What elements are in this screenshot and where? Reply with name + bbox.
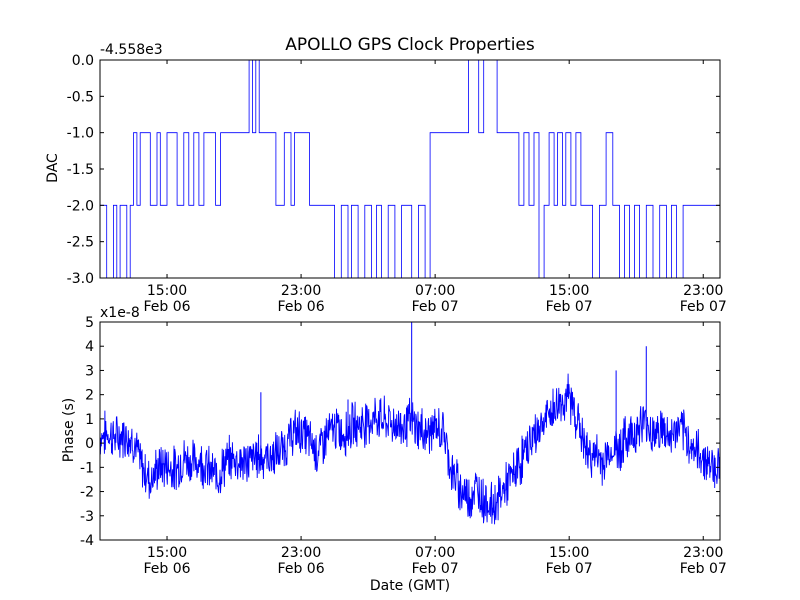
dac-offset-label: -4.558e3 xyxy=(100,42,163,58)
dac-ytick-label: 0.0 xyxy=(72,53,94,69)
phase-xtick-time-label: 23:00 xyxy=(281,545,321,561)
phase-xtick-time-label: 07:00 xyxy=(415,545,455,561)
dac-series xyxy=(100,60,720,278)
dac-line xyxy=(100,60,720,278)
dac-xtick-time-label: 07:00 xyxy=(415,283,455,299)
phase-ytick-label: 5 xyxy=(85,315,94,331)
dac-xtick-time-label: 23:00 xyxy=(281,283,321,299)
dac-ytick-label: -3.0 xyxy=(67,271,94,287)
phase-ytick-label: 2 xyxy=(85,388,94,404)
phase-line xyxy=(100,373,720,525)
dac-xtick-time-label: 23:00 xyxy=(683,283,723,299)
dac-panel: -4.558e3 DAC 0.0 -0.5 -1.0 -1.5 -2.0 -2.5 -3.0… xyxy=(45,42,727,315)
dac-xtick-date-label: Feb 06 xyxy=(278,299,325,315)
dac-xtick-date-label: Feb 07 xyxy=(412,299,459,315)
dac-xtick-date-label: Feb 07 xyxy=(546,299,593,315)
phase-ytick-label: 1 xyxy=(85,412,94,428)
dac-xtick-date-label: Feb 07 xyxy=(680,299,727,315)
dac-ytick-label: -2.0 xyxy=(67,198,94,214)
phase-xtick-date-label: Feb 07 xyxy=(546,561,593,577)
phase-ytick-label: -1 xyxy=(80,460,94,476)
phase-ytick-label: -4 xyxy=(80,533,94,549)
phase-x-axis-label: Date (GMT) xyxy=(370,578,450,594)
phase-xtick-time-label: 15:00 xyxy=(147,545,187,561)
dac-xtick-time-label: 15:00 xyxy=(147,283,187,299)
phase-ytick-label: -3 xyxy=(80,509,94,525)
phase-xtick-time-label: 15:00 xyxy=(549,545,589,561)
figure-title: APOLLO GPS Clock Properties xyxy=(285,35,535,55)
phase-xtick-time-label: 23:00 xyxy=(683,545,723,561)
phase-ytick-label: -2 xyxy=(80,485,94,501)
dac-xtick-time-label: 15:00 xyxy=(549,283,589,299)
dac-ytick-label: -1.5 xyxy=(67,162,94,178)
phase-ytick-label: 0 xyxy=(85,436,94,452)
phase-xtick-date-label: Feb 06 xyxy=(278,561,325,577)
phase-offset-label: x1e-8 xyxy=(100,305,140,321)
dac-ytick-label: -2.5 xyxy=(67,235,94,251)
dac-y-axis-label: DAC xyxy=(45,153,61,183)
dac-plot-frame xyxy=(99,59,721,279)
dac-ytick-label: -1.0 xyxy=(67,126,94,142)
phase-xtick-date-label: Feb 07 xyxy=(680,561,727,577)
phase-xtick-date-label: Feb 07 xyxy=(412,561,459,577)
phase-y-axis-label: Phase (s) xyxy=(61,398,77,462)
phase-ytick-label: 4 xyxy=(85,339,94,355)
dac-ytick-label: -0.5 xyxy=(67,89,94,105)
phase-series xyxy=(100,322,720,525)
phase-xtick-date-label: Feb 06 xyxy=(143,561,190,577)
dac-xtick-date-label: Feb 06 xyxy=(143,299,190,315)
phase-ytick-label: 3 xyxy=(85,363,94,379)
phase-plot-frame xyxy=(99,321,721,541)
